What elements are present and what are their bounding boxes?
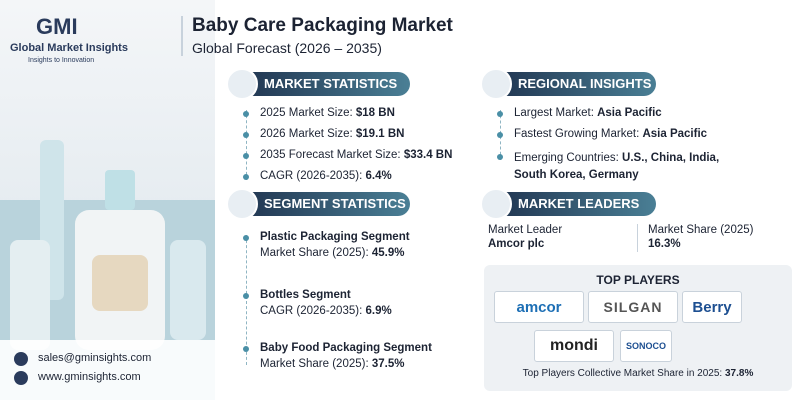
stat: 2035 Forecast Market Size: $33.4 BN — [260, 149, 452, 161]
text: Top Players Collective Market Share in 2… — [522, 368, 723, 379]
contact-website: www.gminsights.com — [38, 371, 141, 383]
text: 37.5% — [371, 358, 405, 370]
company-name: Global Market Insights — [10, 42, 128, 54]
heading-text: MARKET LEADERS — [518, 196, 640, 211]
segment-name: Bottles Segment — [260, 289, 351, 301]
stat: 2026 Market Size: $19.1 BN — [260, 128, 404, 140]
text: 2035 Forecast Market Size: — [260, 149, 401, 161]
share-label: Market Share (2025) — [648, 224, 754, 236]
text: Asia Pacific — [597, 107, 662, 119]
text: 6.9% — [365, 305, 392, 317]
segment-name: Baby Food Packaging Segment — [260, 342, 432, 354]
region-stat: Fastest Growing Market: Asia Pacific — [514, 128, 707, 140]
leader-label: Market Leader — [488, 224, 563, 236]
leader-name: Amcor plc — [488, 238, 545, 250]
subtitle: Global Forecast (2026 – 2035) — [192, 40, 382, 56]
text: CAGR (2026-2035): — [260, 305, 363, 317]
text: 2026 Market Size: — [260, 128, 353, 140]
text: $33.4 BN — [403, 149, 453, 161]
text: CAGR (2026-2035): — [260, 170, 363, 182]
heading-text: REGIONAL INSIGHTS — [518, 76, 652, 91]
heading-text: SEGMENT STATISTICS — [264, 196, 406, 211]
region-stat: Emerging Countries: U.S., China, India, … — [514, 150, 734, 184]
title: Baby Care Packaging Market — [192, 15, 453, 36]
text: Fastest Growing Market: — [514, 128, 640, 140]
text: Largest Market: — [514, 107, 594, 119]
panel-heading: TOP PLAYERS — [596, 273, 680, 287]
text: 2025 Market Size: — [260, 107, 353, 119]
heading-text: MARKET STATISTICS — [264, 76, 398, 91]
text: Asia Pacific — [642, 128, 708, 140]
text: Emerging Countries: — [514, 152, 619, 164]
product-image — [0, 0, 215, 400]
text: U.S., China, India, South Korea, Germany — [514, 152, 720, 181]
section-heading: SEGMENT STATISTICS — [226, 188, 410, 220]
player-logo: amcor — [494, 291, 584, 323]
segment-stat: Market Share (2025): 45.9% — [260, 247, 404, 259]
top-players-panel — [484, 265, 792, 391]
section-heading: MARKET STATISTICS — [226, 68, 410, 100]
segment-stat: CAGR (2026-2035): 6.9% — [260, 305, 392, 317]
text: Market Share (2025): — [260, 358, 369, 370]
section-heading: REGIONAL INSIGHTS — [480, 68, 656, 100]
share-value: 16.3% — [648, 238, 681, 250]
tagline: Insights to Innovation — [28, 57, 95, 64]
text: 45.9% — [371, 247, 405, 259]
logo-mark: GMI — [36, 14, 78, 39]
stat: CAGR (2026-2035): 6.4% — [260, 170, 392, 182]
text: 37.8% — [724, 368, 754, 379]
segment-name: Plastic Packaging Segment — [260, 231, 410, 243]
text: Market Share (2025): — [260, 247, 369, 259]
player-logo: SILGAN — [588, 291, 678, 323]
text: 6.4% — [365, 170, 392, 182]
player-logo: SONOCO — [620, 330, 672, 362]
text: $19.1 BN — [355, 128, 405, 140]
region-stat: Largest Market: Asia Pacific — [514, 107, 662, 119]
text: $18 BN — [355, 107, 395, 119]
panel-footer: Top Players Collective Market Share in 2… — [484, 368, 792, 379]
segment-stat: Market Share (2025): 37.5% — [260, 358, 404, 370]
player-logo: Berry — [682, 291, 742, 323]
section-heading: MARKET LEADERS — [480, 188, 656, 220]
stat: 2025 Market Size: $18 BN — [260, 107, 395, 119]
contact-email: sales@gminsights.com — [38, 352, 152, 364]
player-logo: mondi — [534, 330, 614, 362]
